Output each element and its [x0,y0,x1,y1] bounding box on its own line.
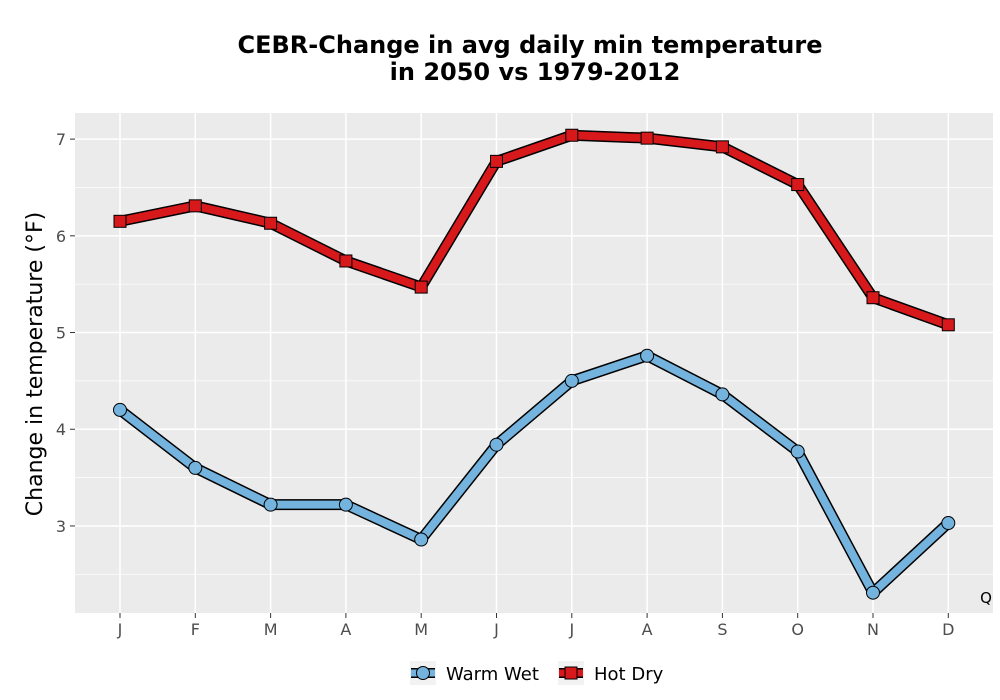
plot-panel [75,113,993,613]
series-hot-dry [113,128,955,332]
legend-item: Warm Wet [410,661,539,685]
chart-title-line-2: in 2050 vs 1979-2012 [390,58,681,86]
data-point [490,154,503,168]
legend-marker [564,666,578,680]
data-point [791,178,805,192]
y-tick-label: 7 [56,130,66,149]
x-tick-label: S [717,620,727,639]
data-point [941,318,955,332]
x-tick-label: O [791,620,804,639]
series-line [116,131,953,329]
y-tick-label: 4 [56,420,66,439]
x-tick-label: M [414,620,428,639]
data-point [113,402,127,417]
x-tick-label: M [264,620,278,639]
chart-title-line-1: CEBR-Change in avg daily min temperature [238,31,823,59]
x-tick-label: J [493,620,499,639]
data-point [339,254,353,268]
data-point [489,437,504,452]
x-tick-label: A [340,620,351,639]
data-point [565,128,579,142]
data-point [188,199,202,213]
legend-label: Warm Wet [446,664,539,685]
data-point [338,497,353,512]
x-tick-label: A [642,620,653,639]
series-line [116,351,953,597]
data-point [414,280,428,294]
data-point [113,214,127,228]
data-point [640,348,655,363]
data-point [640,131,654,145]
series-layer [113,128,956,600]
data-point [414,532,429,547]
data-point [715,387,730,402]
x-tick-label: J [117,620,123,639]
y-axis-label: Change in temperature (°F) [23,212,48,516]
x-tick-label: J [568,620,574,639]
data-point [264,216,278,230]
x-tick-label: F [191,620,200,639]
legend-label: Hot Dry [594,664,664,685]
x-tick-label: N [867,620,879,639]
data-point [866,585,880,600]
y-axis: 3 4 5 6 7 [56,130,75,536]
data-point [790,444,805,459]
data-point [941,516,956,531]
data-point [263,497,278,512]
legend-marker [416,666,430,680]
x-tick-label: D [942,620,954,639]
data-point [715,140,729,154]
legend: Warm Wet Hot Dry [410,661,664,685]
y-tick-label: 5 [56,324,66,343]
data-point [866,291,880,305]
data-point [188,460,203,475]
corner-note: Q [980,589,992,607]
y-tick-label: 6 [56,227,66,246]
legend-item: Hot Dry [558,661,664,685]
data-point [564,373,579,388]
y-tick-label: 3 [56,517,66,536]
series-warm-wet [113,348,956,600]
